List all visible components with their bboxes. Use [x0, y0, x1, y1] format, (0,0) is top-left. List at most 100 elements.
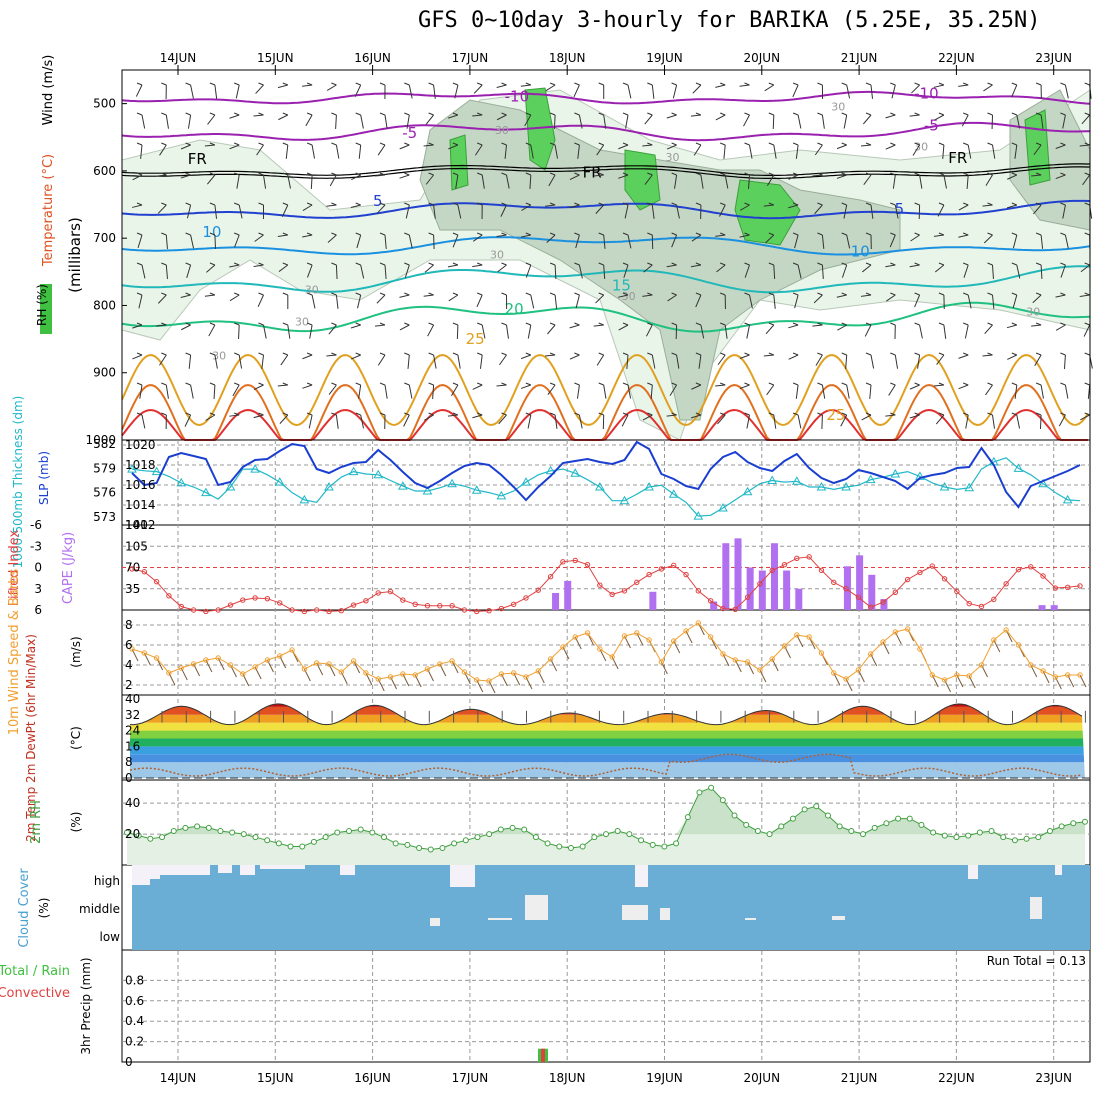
- wind-barb: [253, 414, 264, 419]
- wind-barb-flag: [331, 292, 337, 296]
- wind-barb: [644, 174, 653, 185]
- wind-barb-flag: [185, 112, 191, 116]
- date-label-bottom: 18JUN: [549, 1071, 586, 1085]
- contour-label: 30: [831, 100, 845, 113]
- lifted-index-point: [1077, 583, 1083, 589]
- wind-barb: [302, 354, 313, 360]
- wind-barb: [1040, 114, 1044, 129]
- wind-barb: [472, 414, 483, 419]
- wind-barb: [983, 84, 993, 92]
- wind-barb-flag: [963, 82, 969, 86]
- wind-barb: [666, 414, 677, 417]
- wind-barb: [1064, 84, 1069, 99]
- wind-barb: [253, 264, 264, 268]
- wind-barb: [554, 264, 557, 279]
- wind-barb: [132, 354, 143, 360]
- wind-barb-flag: [355, 232, 361, 236]
- rh2m-point: [941, 832, 948, 839]
- wind-barb: [496, 114, 507, 121]
- wind-barb: [788, 204, 799, 209]
- wind-barb: [308, 414, 313, 429]
- rh2m-point: [1011, 837, 1018, 844]
- rh2m-point: [848, 828, 855, 834]
- contour-label: 30: [1026, 306, 1040, 319]
- wind-barb-flag: [258, 262, 264, 266]
- wind10-point: [991, 637, 997, 643]
- wind-barb-flag: [1011, 412, 1017, 416]
- wind-barb-flag: [695, 412, 702, 416]
- wind-barb: [186, 204, 192, 219]
- li-tick: -6: [30, 518, 42, 532]
- date-label-bottom: 14JUN: [160, 1071, 197, 1085]
- wind-barb-flag: [598, 202, 604, 206]
- wind-barb: [623, 264, 629, 278]
- wind-barb-flag: [306, 142, 313, 146]
- wind-barb-flag: [136, 382, 143, 386]
- wind-barb-flag: [987, 352, 993, 356]
- pressure-tick: 800: [93, 298, 116, 312]
- rh-shade-70: [419, 99, 901, 421]
- thickness-point: [1038, 478, 1048, 488]
- rh2m-point: [135, 832, 142, 839]
- lifted-index-point: [855, 594, 862, 600]
- wind-barb: [909, 384, 920, 390]
- wind-barb-flag: [1060, 142, 1066, 146]
- wind-barb-flag: [963, 322, 969, 326]
- wind-barb: [521, 204, 532, 211]
- rh2m-point: [930, 829, 937, 836]
- wind-barb: [139, 384, 143, 399]
- wind-barb-flag: [549, 382, 556, 386]
- wind-barb: [837, 324, 847, 331]
- wind-barb: [814, 144, 823, 156]
- contour-label: FR: [583, 164, 602, 182]
- wind-barb-flag: [549, 352, 556, 356]
- lifted-index-point: [412, 601, 418, 608]
- wind-barb-flag: [209, 292, 216, 296]
- wind-barb-flag: [817, 142, 823, 146]
- wind-barb: [569, 324, 580, 329]
- wind-barb: [1040, 234, 1044, 249]
- wind-barb: [693, 144, 702, 156]
- thickness-point: [250, 464, 260, 473]
- ylabel-precip-conv: Convective: [0, 986, 70, 1001]
- wind-barb: [472, 114, 483, 117]
- wind-barb: [763, 354, 774, 357]
- wind-barb: [618, 324, 629, 331]
- wind-barb-flag: [1011, 292, 1017, 296]
- wind-barb: [773, 264, 776, 279]
- temp-band: [130, 722, 1085, 731]
- wind-barb-flag: [865, 262, 872, 266]
- wind-barb-flag: [647, 172, 653, 176]
- contour-15: [121, 265, 1091, 294]
- thickness-point: [791, 476, 802, 485]
- lifted-index-point: [1064, 584, 1071, 591]
- rh2m-point: [673, 840, 680, 847]
- wind-barb-flag: [1035, 82, 1042, 86]
- wind-barb: [992, 264, 994, 279]
- wind10-point: [424, 666, 431, 672]
- wind-barb-flag: [525, 232, 531, 236]
- wind10-point: [818, 650, 825, 656]
- contour-label: 25: [466, 330, 485, 348]
- wind-barb: [739, 204, 750, 211]
- wind-barb: [691, 384, 702, 390]
- cape-bar: [564, 580, 572, 610]
- wind-barb-flag: [647, 352, 653, 356]
- chart-title: GFS 0~10day 3-hourly for BARIKA (5.25E, …: [418, 8, 1041, 33]
- cape-bar: [856, 555, 864, 610]
- wind-barb-flag: [963, 232, 969, 236]
- wind-barb-flag: [428, 292, 434, 296]
- lifted-index-point: [744, 594, 751, 600]
- wind-barb-flag: [1011, 112, 1017, 116]
- wind-barb-flag: [865, 82, 872, 86]
- wind-barb: [213, 384, 216, 399]
- wind-barb: [236, 174, 240, 189]
- date-label-top: 15JUN: [257, 51, 294, 65]
- slp-tick: 1020: [125, 438, 156, 452]
- wind-barb-flag: [574, 262, 580, 266]
- wind-barb-flag: [768, 232, 774, 236]
- wind-barb-flag: [938, 172, 945, 176]
- wind-barb: [578, 414, 583, 429]
- wind-barb: [520, 354, 531, 360]
- wind-barb-flag: [379, 172, 386, 176]
